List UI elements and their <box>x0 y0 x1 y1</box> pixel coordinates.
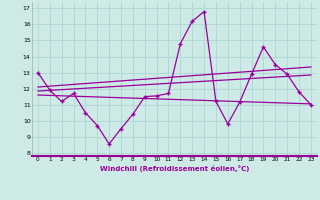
X-axis label: Windchill (Refroidissement éolien,°C): Windchill (Refroidissement éolien,°C) <box>100 165 249 172</box>
